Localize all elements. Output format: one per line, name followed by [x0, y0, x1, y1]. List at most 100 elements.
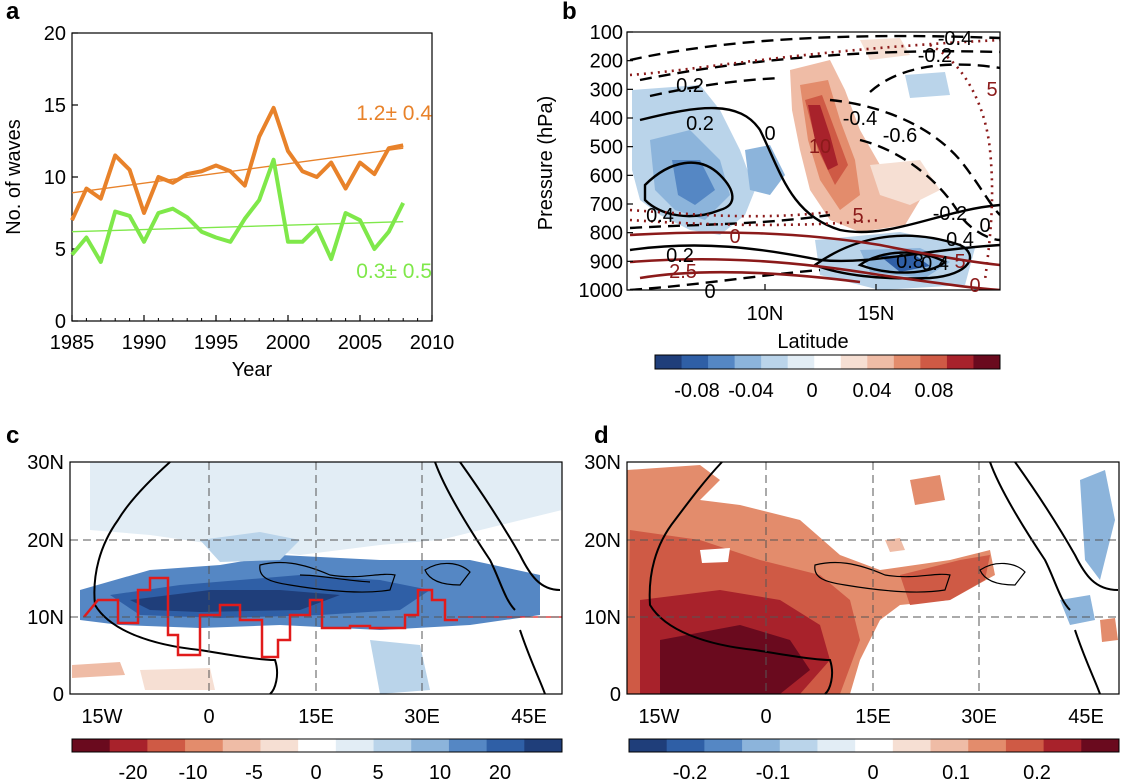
highland-contour [259, 561, 396, 593]
contour-label: 0 [969, 275, 980, 297]
contour-line [639, 106, 1000, 234]
colorbar-frame [654, 354, 1001, 370]
colorbar-frame [628, 738, 1120, 753]
contour-label: 5 [852, 205, 863, 227]
x-tick-label: 15N [858, 303, 895, 325]
colorbar-swatch [704, 739, 743, 752]
x-tick-label: 15W [638, 706, 679, 728]
blue-region [745, 145, 785, 195]
colorbar-swatch [840, 355, 868, 369]
y-tick-label: 0 [610, 684, 621, 706]
coastline [519, 629, 546, 695]
colorbar-swatch [893, 355, 921, 369]
x-tick-label: 2005 [338, 332, 383, 354]
red-region [910, 475, 945, 505]
contour-label: 0 [764, 123, 775, 145]
colorbar-tick-label: -20 [119, 762, 148, 781]
colorbar-swatch [968, 739, 1007, 752]
red-contour [629, 257, 1000, 290]
y-tick-label: 10N [584, 607, 621, 629]
colorbar-swatch [1081, 739, 1120, 752]
contour-label: -0.4 [843, 108, 877, 130]
panel-b-field [629, 34, 1000, 290]
x-tick-label: 10N [747, 303, 784, 325]
panel-label-d: d [594, 422, 609, 449]
colorbar-swatch [1043, 739, 1082, 752]
white-region [700, 548, 730, 563]
y-tick-label: 600 [590, 165, 623, 187]
colorbar-swatch [892, 739, 932, 752]
colorbar-tick-label: 0.1 [942, 762, 970, 781]
x-tick-label: 0 [203, 706, 214, 728]
blue-region [200, 532, 300, 562]
panel-b-xlabel: Latitude [777, 331, 848, 353]
x-tick-label: 2000 [266, 332, 311, 354]
coastline [1074, 629, 1101, 695]
y-tick-label: 20N [27, 530, 64, 552]
contour-label: 0 [979, 215, 990, 237]
panel-c-frame [69, 461, 563, 695]
colorbar-swatch [920, 355, 948, 369]
colorbar-swatch [681, 355, 709, 369]
contour-label: 10 [809, 136, 831, 158]
y-tick-label: 300 [590, 79, 623, 101]
panel-c-field [72, 462, 562, 694]
colorbar-tick-label: -0.08 [674, 380, 720, 402]
colorbar-swatch [629, 739, 668, 752]
red-region [72, 662, 125, 678]
colorbar-swatch [185, 739, 224, 752]
colorbar-swatch [814, 355, 842, 369]
contour-label: 0 [729, 226, 740, 248]
colorbar-swatch [787, 355, 815, 369]
x-tick-label: 45E [1068, 706, 1104, 728]
trend-line [71, 147, 404, 194]
panel-label-b: b [562, 0, 577, 25]
colorbar-swatch [298, 739, 337, 752]
y-tick-label: 10N [27, 607, 64, 629]
coastline [989, 461, 1071, 611]
x-tick-label: 15E [298, 706, 334, 728]
y-tick-label: 30N [584, 452, 621, 474]
colorbar-swatch [486, 739, 525, 752]
panel-label-c: c [6, 422, 20, 449]
colorbar-swatch [742, 739, 781, 752]
highland-contour [979, 562, 1026, 586]
colorbar-tick-label: 0.04 [853, 380, 892, 402]
red-region [140, 668, 215, 690]
panel-a-ylabel: No. of waves [3, 119, 25, 235]
blue-region [672, 160, 715, 205]
y-tick-label: 200 [590, 51, 623, 73]
contour-label: 0.2 [676, 75, 704, 97]
contour-label: 0.4 [646, 205, 674, 227]
colorbar-tick-label: 0 [310, 762, 321, 781]
y-tick-label: 30N [27, 452, 64, 474]
panel-a-xlabel: Year [232, 359, 273, 381]
x-tick-label: 2010 [410, 332, 455, 354]
panel-b-ylabel: Pressure (hPa) [535, 96, 557, 231]
colorbar-tick-label: 5 [372, 762, 383, 781]
contour-line [629, 34, 1000, 62]
colorbar-swatch [147, 739, 186, 752]
coastline [648, 461, 834, 695]
y-tick-label: 15 [44, 95, 66, 117]
y-tick-label: 500 [590, 137, 623, 159]
contour-label: -0.2 [918, 45, 952, 67]
colorbar-swatch [930, 739, 969, 752]
colorbar-swatch [448, 739, 488, 752]
y-tick-label: 20N [584, 530, 621, 552]
y-tick-label: 100 [590, 22, 623, 44]
red-contour [629, 231, 1000, 267]
colorbar-frame [71, 738, 563, 753]
highland-contour [424, 562, 471, 586]
colorbar-swatch [973, 355, 1001, 369]
coastline [434, 461, 516, 611]
y-tick-label: 700 [590, 194, 623, 216]
blue-region [1060, 595, 1095, 625]
y-tick-label: 0 [55, 311, 66, 333]
coastline [1014, 461, 1119, 591]
colorbar-swatch [524, 739, 563, 752]
contour-label: -0.4 [938, 28, 972, 50]
colorbar-swatch [734, 355, 762, 369]
y-tick-label: 10 [44, 167, 66, 189]
colorbar-swatch [779, 739, 818, 752]
